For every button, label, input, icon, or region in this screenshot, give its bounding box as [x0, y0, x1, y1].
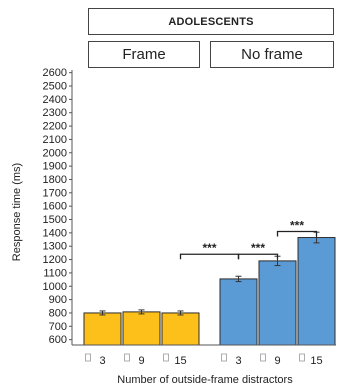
- y-tick-label: 1300: [43, 241, 67, 253]
- y-tick-label: 1500: [43, 214, 67, 226]
- y-tick-label: 1200: [43, 254, 67, 266]
- significance-label: ***: [251, 241, 265, 255]
- significance-layer: *** *** ***: [179, 219, 318, 260]
- group-header: ADOLESCENTS: [88, 8, 334, 35]
- y-axis-label: Response time (ms): [11, 163, 23, 261]
- x-axis: 3 9 15 3 9 15: [72, 344, 336, 367]
- x-tick-label: 3: [235, 355, 241, 367]
- y-tick-label: 1100: [43, 267, 67, 279]
- bar: [122, 311, 161, 346]
- y-tick-label: 2100: [43, 134, 67, 146]
- y-tick-label: 2200: [43, 121, 67, 133]
- x-tick-marker: [260, 353, 266, 362]
- x-axis-label: Number of outside-frame distractors: [117, 374, 293, 386]
- y-tick-label: 2300: [43, 107, 67, 119]
- x-tick-marker: [124, 353, 130, 362]
- bar: [83, 312, 122, 346]
- x-tick-marker: [85, 353, 91, 362]
- x-tick-label: 9: [274, 355, 280, 367]
- bar: [297, 237, 336, 346]
- y-tick-label: 1700: [43, 187, 67, 199]
- y-tick-label: 600: [49, 334, 67, 346]
- y-tick-label: 2500: [43, 81, 67, 93]
- panel-label-no-frame: No frame: [210, 41, 334, 68]
- y-tick-label: 1000: [43, 281, 67, 293]
- significance-bracket: [276, 230, 318, 237]
- y-tick-label: 800: [49, 307, 67, 319]
- x-tick-label: 3: [99, 355, 105, 367]
- significance-label: ***: [290, 219, 304, 233]
- panel-label-frame-text: Frame: [122, 46, 166, 63]
- y-tick-label: 1400: [43, 227, 67, 239]
- x-tick-marker: [299, 353, 305, 362]
- x-tick-label: 15: [174, 355, 186, 367]
- y-tick-label: 1900: [43, 161, 67, 173]
- bar: [219, 278, 258, 346]
- y-tick-label: 1800: [43, 174, 67, 186]
- y-tick-label: 2000: [43, 147, 67, 159]
- bar: [161, 312, 200, 346]
- bars-layer: [83, 231, 336, 346]
- y-tick-label: 2600: [43, 67, 67, 79]
- panel-label-no-frame-text: No frame: [241, 46, 303, 63]
- significance-label: ***: [202, 241, 216, 255]
- y-tick-label: 900: [49, 294, 67, 306]
- bar: [258, 260, 297, 346]
- panel-label-frame: Frame: [88, 41, 200, 68]
- x-tick-marker: [221, 353, 227, 362]
- x-tick-marker: [163, 353, 169, 362]
- group-header-title: ADOLESCENTS: [168, 15, 254, 28]
- significance-bracket: [237, 253, 279, 260]
- y-tick-label: 2400: [43, 94, 67, 106]
- x-tick-label: 9: [138, 355, 144, 367]
- y-tick-label: 1600: [43, 201, 67, 213]
- x-tick-label: 15: [310, 355, 322, 367]
- y-tick-label: 700: [49, 321, 67, 333]
